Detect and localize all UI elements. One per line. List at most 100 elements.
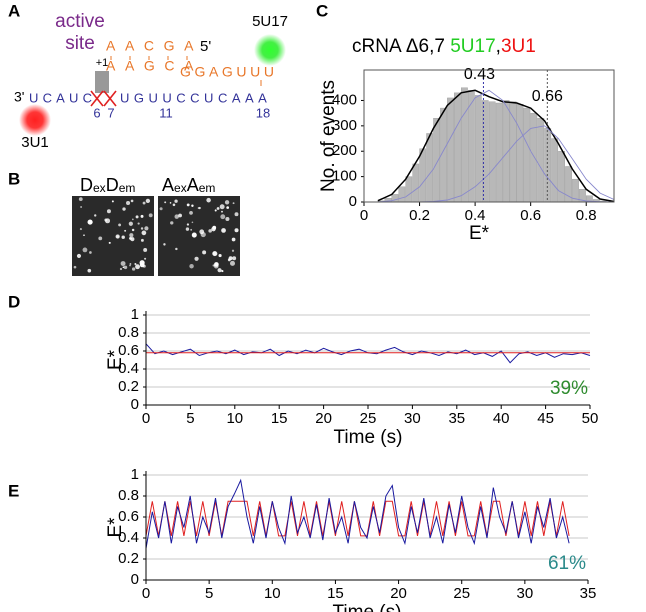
spot <box>231 249 235 252</box>
spot <box>79 228 82 231</box>
position: 11 <box>159 105 173 120</box>
position: 18 <box>256 105 270 120</box>
annotation: 61% <box>548 553 586 574</box>
sequence: UCAUC <box>29 90 96 105</box>
spot <box>126 200 131 206</box>
spot <box>140 227 144 230</box>
x-tick-label: 35 <box>580 585 597 602</box>
spot <box>130 199 134 203</box>
red-dye <box>19 104 51 136</box>
x-tick-label: 45 <box>537 410 554 427</box>
position: 7 <box>107 105 114 120</box>
panel-label: B <box>8 169 20 188</box>
spot <box>197 207 200 209</box>
spot <box>83 234 85 237</box>
y-tick-label: 1 <box>131 466 139 483</box>
x-tick-label: 35 <box>448 410 465 427</box>
y-tick-label: 200 <box>332 142 357 159</box>
spot <box>139 260 145 266</box>
sequence: GGAGUUU <box>180 64 278 80</box>
spot <box>87 219 93 225</box>
spot <box>121 235 125 239</box>
x-axis-label: Time (s) <box>334 427 403 448</box>
spot <box>135 215 139 219</box>
image <box>158 196 240 276</box>
spot <box>140 238 144 242</box>
spot <box>131 228 135 232</box>
spot <box>212 251 217 256</box>
sequence: AACGA <box>106 38 203 54</box>
spot <box>145 198 151 204</box>
spot <box>76 253 82 258</box>
x-tick-label: 0.4 <box>465 207 486 224</box>
spot <box>143 247 148 252</box>
spot <box>178 213 182 218</box>
spot <box>94 214 97 217</box>
bar <box>558 151 565 203</box>
y-tick-label: 0.6 <box>118 508 139 525</box>
x-axis-label: E* <box>469 223 490 244</box>
chart-title: cRNA Δ6,7 5U17,3U1 <box>352 36 536 57</box>
y-tick-label: 0 <box>131 571 139 588</box>
spot <box>144 226 149 231</box>
panel-label: E <box>8 481 19 500</box>
y-axis-label: No. of events <box>318 80 339 192</box>
bar <box>537 118 545 203</box>
spot <box>134 262 137 265</box>
x-tick-label: 10 <box>226 410 243 427</box>
spot <box>218 253 222 258</box>
spot <box>213 263 219 269</box>
y-tick-label: 0.4 <box>118 529 139 546</box>
y-tick-label: 0.2 <box>118 550 139 567</box>
spot <box>220 214 226 220</box>
spot <box>219 204 225 210</box>
x-tick-label: 15 <box>271 410 288 427</box>
spot <box>137 222 140 225</box>
spot <box>128 221 133 226</box>
spot <box>191 232 197 238</box>
y-tick-label: 1 <box>131 306 139 323</box>
y-tick-label: 0 <box>131 396 139 413</box>
y-tick-label: 0.2 <box>118 378 139 395</box>
x-tick-label: 5 <box>186 410 194 427</box>
x-tick-label: 0 <box>142 585 150 602</box>
spot <box>225 216 230 222</box>
image-label: AexAem <box>162 175 215 195</box>
spot <box>189 211 193 215</box>
spot <box>122 207 126 211</box>
spot <box>159 207 163 211</box>
bar <box>551 138 559 203</box>
spot <box>106 209 111 214</box>
spot <box>119 267 123 271</box>
spot <box>232 256 237 261</box>
x-tick-label: 20 <box>390 585 407 602</box>
spot <box>208 229 212 233</box>
spot <box>234 212 239 217</box>
spot <box>115 234 120 239</box>
active-site: active <box>55 11 105 32</box>
spot <box>191 221 194 224</box>
spot <box>234 228 239 233</box>
spot <box>190 228 193 231</box>
bar <box>461 87 468 203</box>
bar <box>454 92 461 203</box>
bar <box>398 186 406 203</box>
spot <box>227 258 231 262</box>
y-tick-label: 0 <box>349 193 357 210</box>
spot <box>129 264 131 267</box>
x-tick-label: 25 <box>453 585 470 602</box>
spot <box>174 199 178 203</box>
image-label: DexDem <box>80 175 135 195</box>
sequence: UGUUCCUCAAA <box>120 90 271 105</box>
bar <box>405 176 413 203</box>
x-tick-label: 0.6 <box>520 207 541 224</box>
spot <box>82 247 88 253</box>
y-tick-label: 0.8 <box>118 487 139 504</box>
spot <box>130 237 135 242</box>
spot <box>104 218 108 222</box>
spot <box>78 197 83 202</box>
spot <box>141 230 147 236</box>
spot <box>98 236 103 241</box>
spot <box>217 268 222 273</box>
